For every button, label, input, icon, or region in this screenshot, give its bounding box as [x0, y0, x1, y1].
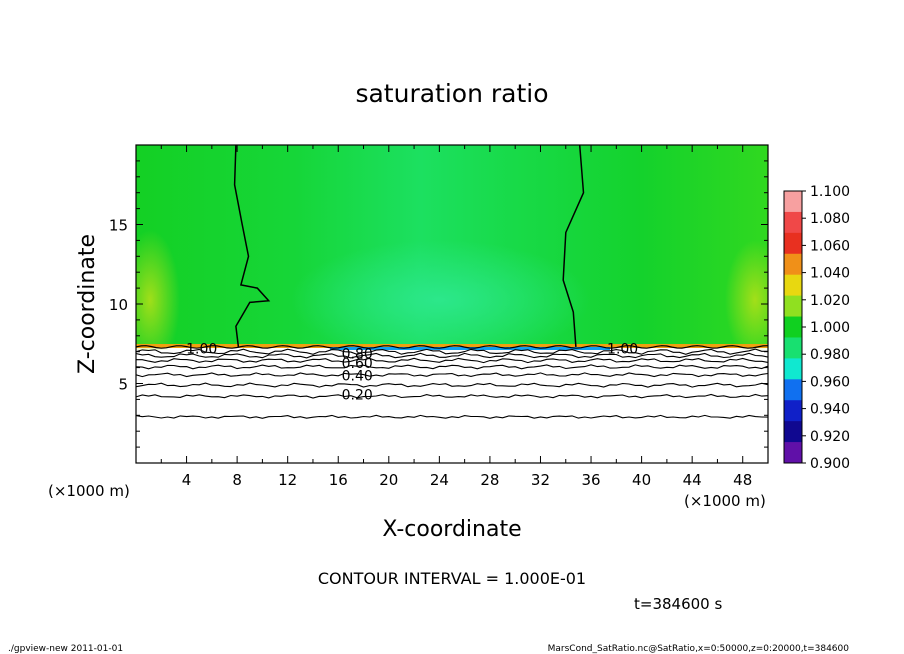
colorbar-label-6: 0.980 [810, 347, 850, 363]
subsaturated-blob [290, 240, 590, 360]
contour-lines: 1.00 1.00 0.800.600.40 0.20 [136, 145, 768, 419]
x-tick-label-4: 20 [379, 471, 398, 489]
contour-line-4 [136, 372, 768, 378]
x-tick-label-1: 8 [232, 471, 242, 489]
colorbar-swatch-6 [784, 316, 802, 338]
plot-area: 1.00 1.00 0.800.600.40 0.20 [136, 145, 768, 463]
x-tick-label-2: 12 [278, 471, 297, 489]
colorbar-swatch-12 [784, 442, 802, 464]
x-axis-label: X-coordinate [382, 517, 521, 542]
colorbar-label-8: 0.940 [810, 402, 850, 418]
contour-vertical-0 [233, 145, 271, 347]
colorbar-swatch-7 [784, 337, 802, 359]
contour-vertical-1 [562, 145, 585, 347]
contour-label-3: 0.60 [342, 356, 373, 372]
x-tick-label-11: 48 [733, 471, 752, 489]
colorbar-label-4: 1.020 [810, 293, 850, 309]
colorbar-label-7: 0.960 [810, 374, 850, 390]
y-axis-ticks: 5 10 15 [109, 160, 768, 448]
contour-line-3 [136, 364, 768, 370]
contour-line-0 [136, 348, 768, 355]
x-unit-label-right: (×1000 m) [684, 492, 766, 510]
colorbar-swatch-1 [784, 211, 802, 234]
dry-region [136, 350, 768, 463]
colorbar-swatch-2 [784, 232, 802, 255]
supersaturated-blob-right [725, 240, 768, 360]
contour-line-6 [136, 393, 768, 399]
x-axis-ticks: 4 8 12 16 20 24 28 32 36 40 44 48 [160, 145, 752, 489]
colorbar-label-1: 1.080 [810, 211, 850, 227]
colorbar-swatch-8 [784, 358, 802, 380]
contour-label-4: 0.40 [342, 369, 373, 385]
colorbar-label-0: 1.100 [810, 184, 850, 200]
contour-label-0: 1.00 [186, 342, 217, 358]
x-tick-label-10: 44 [683, 471, 702, 489]
contour-line-1 [136, 352, 768, 359]
contour-label-5: 0.20 [342, 388, 373, 404]
colorbar: 1.100 1.080 1.060 1.040 1.020 1.000 0.980 0.960… [783, 184, 850, 472]
x-tick-label-5: 24 [430, 471, 449, 489]
colorbar-swatch-0 [784, 191, 802, 213]
y-axis-label: Z-coordinate [75, 234, 100, 374]
time-label: t=384600 s [634, 595, 722, 613]
contour-label-2: 0.80 [342, 346, 373, 362]
footer-left: ./gpview-new 2011-01-01 [8, 644, 123, 654]
colorbar-label-9: 0.920 [810, 429, 850, 445]
contour-line-7 [136, 414, 768, 419]
x-tick-label-7: 32 [531, 471, 550, 489]
contour-label-1: 1.00 [607, 342, 638, 358]
y-tick-label-0: 5 [118, 376, 128, 394]
y-tick-label-1: 10 [109, 296, 128, 314]
chart-title: saturation ratio [355, 79, 548, 108]
colorbar-swatch-11 [784, 421, 802, 443]
x-tick-label-3: 16 [329, 471, 348, 489]
x-tick-label-8: 36 [581, 471, 600, 489]
x-tick-label-9: 40 [632, 471, 651, 489]
colorbar-label-2: 1.060 [810, 238, 850, 254]
x-unit-label-left: (×1000 m) [48, 482, 130, 500]
contour-interval: CONTOUR INTERVAL = 1.000E-01 [318, 569, 586, 588]
colorbar-swatch-3 [784, 253, 802, 276]
footer-right: MarsCond_SatRatio.nc@SatRatio,x=0:50000,… [548, 644, 850, 654]
colorbar-swatch-10 [784, 400, 802, 422]
colorbar-label-5: 1.000 [810, 320, 850, 336]
contour-line-unity [136, 345, 768, 349]
colorbar-swatch-9 [784, 379, 802, 401]
colorbar-swatch-5 [784, 295, 802, 318]
x-tick-label-6: 28 [480, 471, 499, 489]
contour-line-2 [136, 357, 768, 364]
colorbar-label-10: 0.900 [810, 456, 850, 472]
colorbar-swatch-4 [784, 274, 802, 297]
colorbar-label-3: 1.040 [810, 266, 850, 282]
y-tick-label-2: 15 [109, 217, 128, 235]
supersaturated-blob-left [136, 230, 180, 370]
x-tick-label-0: 4 [182, 471, 192, 489]
contour-line-5 [136, 382, 768, 388]
